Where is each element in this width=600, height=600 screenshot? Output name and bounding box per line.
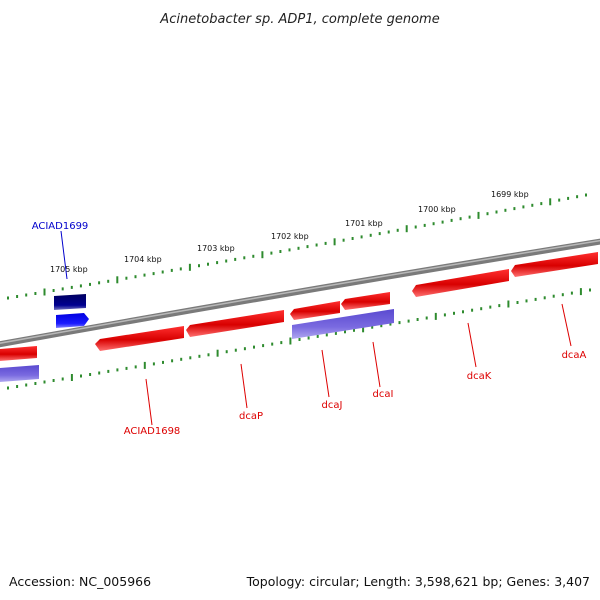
label-leaders: [60, 230, 572, 426]
scale-label-1703: 1703 kbp: [197, 244, 235, 253]
gene-label-dcaa[interactable]: dcaA: [562, 350, 587, 361]
gene-dcak[interactable]: [412, 269, 509, 297]
gene-left-edge-red[interactable]: [0, 346, 37, 361]
gene-aciad1699[interactable]: [54, 294, 86, 310]
scale-label-1700: 1700 kbp: [418, 205, 456, 214]
gene-label-aciad1699[interactable]: ACIAD1699: [32, 221, 89, 232]
gene-dcai[interactable]: [341, 292, 390, 310]
gene-aciad1698[interactable]: [95, 326, 184, 351]
genome-backbone: [0, 238, 600, 348]
cds-aciad1699[interactable]: [56, 313, 89, 328]
scale-label-1701: 1701 kbp: [345, 219, 383, 228]
genome-title: Acinetobacter sp. ADP1, complete genome: [159, 12, 439, 27]
cds-left-edge-purple[interactable]: [0, 365, 39, 382]
gene-label-dcak[interactable]: dcaK: [467, 371, 492, 382]
scale-label-1702: 1702 kbp: [271, 232, 309, 241]
gene-label-dcai[interactable]: dcaI: [373, 389, 394, 400]
gene-labels: ACIAD1699 ACIAD1698 dcaP dcaJ dcaI dcaK …: [32, 221, 587, 437]
accession-text: Accession: NC_005966: [9, 574, 151, 589]
inner-tick-row: [7, 288, 591, 390]
scale-label-1699: 1699 kbp: [491, 190, 529, 199]
gene-dcap[interactable]: [186, 310, 284, 337]
gene-dcaj[interactable]: [290, 301, 340, 320]
reverse-genes: [0, 294, 394, 382]
scale-labels: 1705 kbp 1704 kbp 1703 kbp 1702 kbp 1701…: [50, 190, 529, 274]
gene-label-aciad1698[interactable]: ACIAD1698: [124, 426, 181, 437]
gene-label-dcap[interactable]: dcaP: [239, 411, 263, 422]
scale-label-1705: 1705 kbp: [50, 265, 88, 274]
outer-tick-row: [7, 193, 587, 300]
genome-summary-text: Topology: circular; Length: 3,598,621 bp…: [246, 574, 590, 589]
cds-dca-operon[interactable]: [292, 309, 394, 339]
forward-genes: [0, 252, 598, 361]
scale-label-1704: 1704 kbp: [124, 255, 162, 264]
gene-dcaa[interactable]: [511, 252, 598, 277]
gene-label-dcaj[interactable]: dcaJ: [322, 400, 343, 411]
